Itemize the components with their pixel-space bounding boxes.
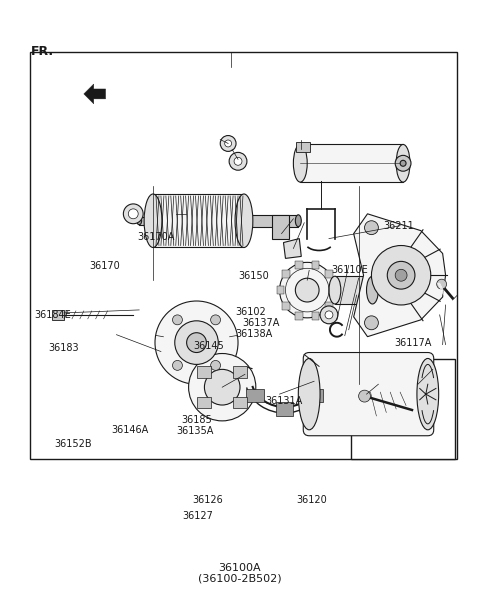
- Circle shape: [359, 390, 371, 402]
- Text: 36127: 36127: [182, 510, 213, 521]
- Ellipse shape: [329, 276, 341, 304]
- Bar: [312, 261, 319, 268]
- Bar: [276, 402, 293, 416]
- Polygon shape: [84, 84, 106, 104]
- Circle shape: [155, 301, 238, 384]
- Bar: [246, 388, 264, 402]
- Text: 36170: 36170: [90, 261, 120, 271]
- Polygon shape: [354, 214, 445, 337]
- Ellipse shape: [137, 217, 142, 225]
- Bar: [330, 286, 338, 294]
- Bar: [296, 143, 310, 152]
- Text: 36100A: 36100A: [219, 563, 261, 573]
- Circle shape: [437, 279, 446, 289]
- Bar: [139, 217, 153, 225]
- Bar: [153, 194, 244, 247]
- Text: 36135A: 36135A: [176, 426, 213, 436]
- Bar: [30, 52, 457, 459]
- Circle shape: [364, 221, 378, 235]
- Circle shape: [325, 311, 333, 319]
- Text: 36170A: 36170A: [137, 232, 175, 242]
- Text: 36211: 36211: [384, 221, 414, 231]
- Ellipse shape: [298, 358, 320, 430]
- Bar: [233, 397, 247, 408]
- Text: 36102: 36102: [235, 308, 266, 317]
- Text: 36185: 36185: [181, 415, 212, 424]
- Text: 36146A: 36146A: [111, 425, 148, 435]
- Bar: [244, 215, 298, 227]
- Circle shape: [225, 140, 231, 147]
- Bar: [282, 270, 289, 278]
- Circle shape: [395, 269, 407, 281]
- Circle shape: [372, 246, 431, 305]
- Circle shape: [187, 333, 206, 353]
- Circle shape: [128, 209, 138, 219]
- Text: 36184E: 36184E: [34, 310, 71, 320]
- Text: (36100-2B502): (36100-2B502): [198, 574, 282, 584]
- Bar: [335, 276, 372, 304]
- Circle shape: [204, 370, 240, 405]
- Text: 36137A: 36137A: [242, 318, 280, 328]
- Circle shape: [220, 135, 236, 151]
- Circle shape: [211, 361, 220, 370]
- Bar: [197, 366, 211, 378]
- Circle shape: [295, 278, 319, 302]
- Circle shape: [172, 315, 182, 325]
- Bar: [305, 388, 323, 402]
- Text: 36152B: 36152B: [54, 438, 92, 448]
- Text: 36138A: 36138A: [235, 329, 273, 339]
- Bar: [272, 215, 289, 238]
- Text: 36145: 36145: [193, 341, 224, 352]
- Ellipse shape: [144, 194, 162, 247]
- Text: 36131A: 36131A: [265, 396, 303, 406]
- Bar: [325, 302, 333, 310]
- Circle shape: [189, 353, 256, 421]
- Text: 36150: 36150: [239, 271, 269, 281]
- Circle shape: [279, 262, 335, 318]
- Ellipse shape: [396, 144, 410, 182]
- Circle shape: [234, 157, 242, 166]
- Circle shape: [387, 261, 415, 289]
- Bar: [197, 397, 211, 408]
- Circle shape: [320, 306, 338, 324]
- Circle shape: [229, 152, 247, 170]
- Text: 36110E: 36110E: [332, 265, 368, 275]
- Bar: [282, 302, 289, 310]
- Bar: [52, 310, 64, 320]
- Ellipse shape: [293, 144, 307, 182]
- Ellipse shape: [235, 194, 253, 247]
- Bar: [312, 312, 319, 320]
- Ellipse shape: [295, 215, 301, 227]
- Text: 36183: 36183: [48, 343, 78, 353]
- Circle shape: [395, 155, 411, 171]
- Bar: [276, 286, 285, 294]
- Bar: [233, 366, 247, 378]
- Circle shape: [400, 160, 406, 166]
- Ellipse shape: [417, 358, 439, 430]
- Circle shape: [172, 361, 182, 370]
- Bar: [295, 312, 303, 320]
- Bar: [351, 359, 456, 459]
- Text: 36126: 36126: [192, 495, 223, 505]
- Polygon shape: [284, 238, 301, 258]
- Bar: [325, 270, 333, 278]
- Text: FR.: FR.: [31, 45, 54, 58]
- Circle shape: [211, 315, 220, 325]
- Bar: [300, 144, 403, 182]
- Circle shape: [123, 204, 143, 224]
- FancyBboxPatch shape: [303, 353, 434, 436]
- Circle shape: [364, 316, 378, 330]
- Text: 36117A: 36117A: [395, 338, 432, 349]
- Bar: [295, 261, 303, 268]
- Circle shape: [175, 321, 218, 364]
- Ellipse shape: [367, 276, 378, 304]
- Text: 36120: 36120: [296, 495, 327, 505]
